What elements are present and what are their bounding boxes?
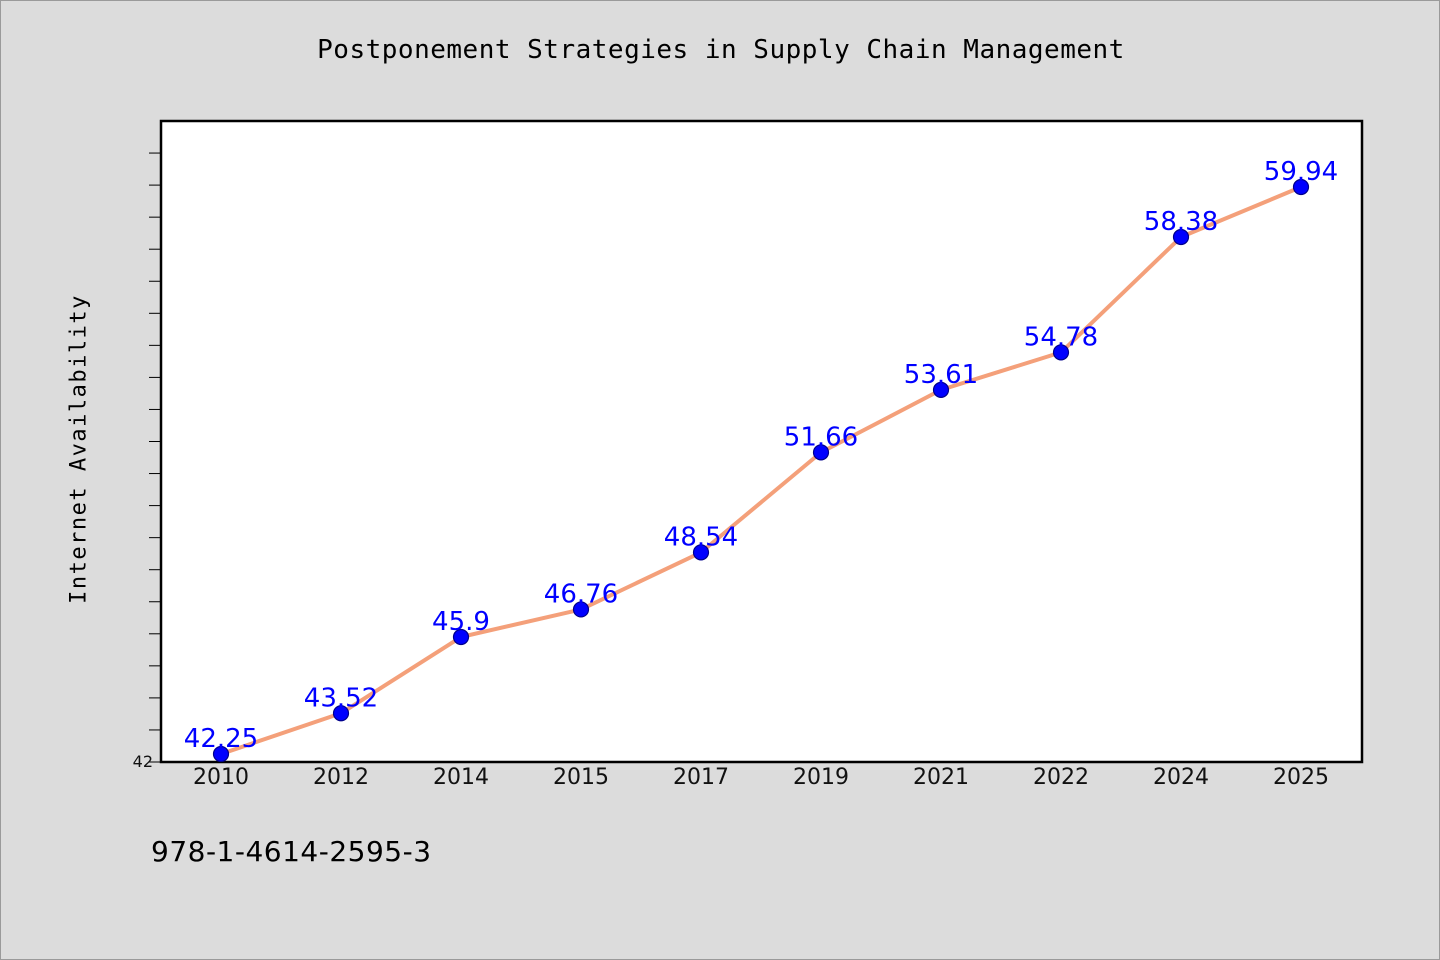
data-labels: 42.25 43.52 45.9 46.76 48.54 51.66 53.61 54.78 5… [184, 157, 1338, 754]
data-markers [212, 178, 1310, 763]
x-tick-label-2014: 2014 [433, 765, 489, 790]
data-point-2017 [692, 544, 710, 561]
data-point-2022 [1052, 344, 1070, 361]
data-point-2024 [1172, 228, 1190, 246]
data-label-2025: 59.94 [1264, 157, 1338, 187]
data-label-2017: 48.54 [664, 522, 738, 552]
data-point-2019 [812, 444, 830, 461]
data-label-2022: 54.78 [1024, 322, 1098, 352]
x-axis-ticks: 2010 2012 2014 2015 2017 2019 2021 2022 2024 2025 [193, 765, 1329, 790]
data-label-2010: 42.25 [184, 724, 258, 754]
x-tick-label-2024: 2024 [1153, 765, 1209, 790]
x-tick-label-2025: 2025 [1273, 765, 1329, 790]
data-point-2012 [332, 705, 350, 722]
y-axis-ticks: 42 [133, 152, 161, 771]
x-tick-label-2015: 2015 [553, 765, 609, 790]
data-point-2025 [1292, 178, 1310, 196]
x-tick-label-2019: 2019 [793, 765, 849, 790]
data-point-2021 [932, 381, 950, 398]
footer-code: 978-1-4614-2595-3 [151, 835, 432, 868]
data-label-2019: 51.66 [784, 422, 858, 452]
x-tick-label-2017: 2017 [673, 765, 729, 790]
data-label-2014: 45.9 [432, 607, 490, 637]
y-tick-label: 42 [133, 752, 153, 771]
data-point-2014 [452, 628, 470, 646]
data-point-2015 [572, 601, 590, 618]
x-tick-label-2021: 2021 [913, 765, 969, 790]
data-point-2010 [212, 745, 230, 763]
x-tick-label-2012: 2012 [313, 765, 369, 790]
x-tick-label-2010: 2010 [193, 765, 249, 790]
data-label-2024: 58.38 [1144, 207, 1218, 237]
chart-title: Postponement Strategies in Supply Chain … [317, 35, 1125, 65]
x-tick-label-2022: 2022 [1033, 765, 1089, 790]
series-line [219, 185, 1303, 756]
data-label-2012: 43.52 [304, 683, 378, 713]
data-label-2015: 46.76 [544, 579, 618, 609]
plot-area [159, 119, 1364, 764]
data-label-2021: 53.61 [904, 360, 978, 390]
